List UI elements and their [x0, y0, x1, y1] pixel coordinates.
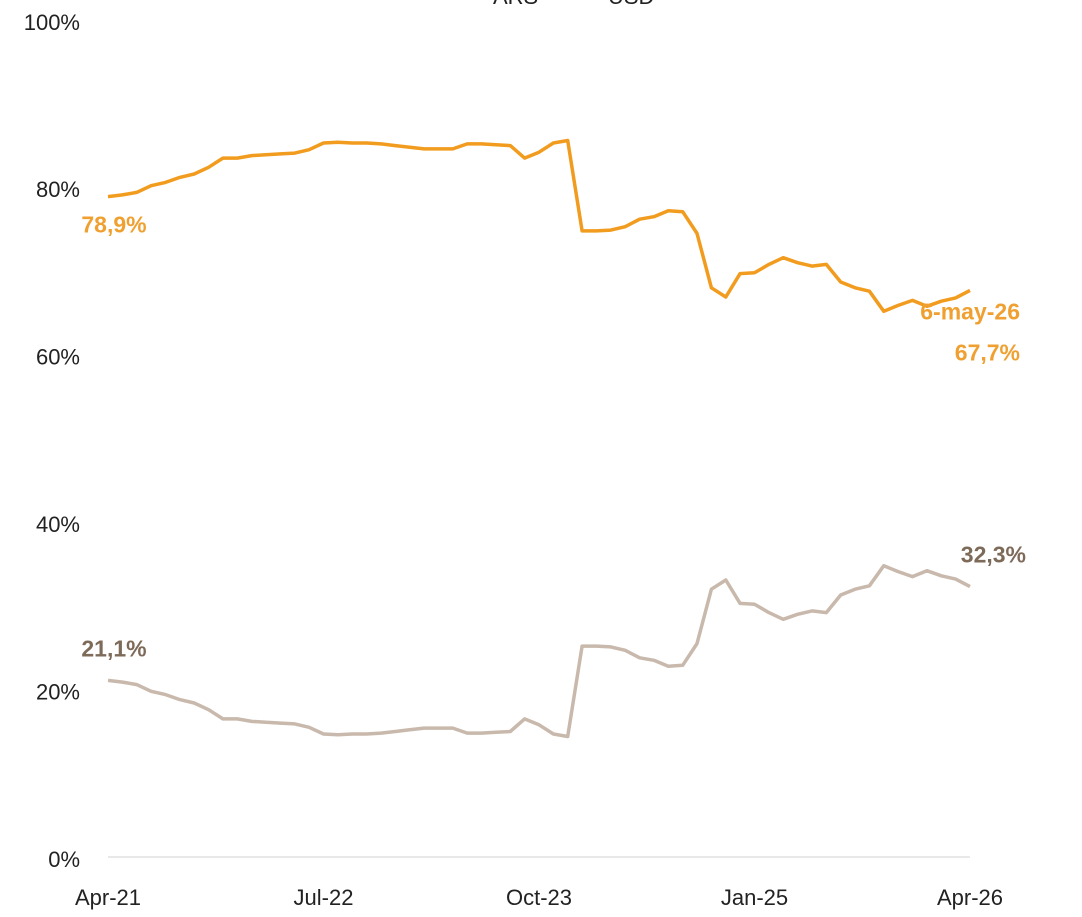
y-tick-label: 100%: [24, 10, 80, 35]
series-line: [107, 563, 971, 739]
annotation: 32,3%: [961, 542, 1026, 568]
y-tick-label: 80%: [36, 177, 80, 202]
annotation: 21,1%: [81, 635, 146, 661]
x-tick-label: Apr-26: [937, 885, 1003, 910]
x-tick-label: Jan-25: [721, 885, 788, 910]
y-tick-label: 60%: [36, 345, 80, 370]
legend-label: USD: [608, 0, 654, 9]
annotation: 78,9%: [81, 212, 146, 238]
series-line: [107, 138, 971, 314]
y-tick-label: 0%: [48, 847, 80, 872]
annotation: 6-may-26: [920, 298, 1020, 324]
y-tick-label: 40%: [36, 512, 80, 537]
x-tick-label: Jul-22: [294, 885, 354, 910]
y-tick-label: 20%: [36, 679, 80, 704]
x-tick-label: Apr-21: [75, 885, 141, 910]
annotation: 67,7%: [955, 339, 1020, 365]
legend-label: ARS: [493, 0, 538, 9]
x-tick-label: Oct-23: [506, 885, 572, 910]
